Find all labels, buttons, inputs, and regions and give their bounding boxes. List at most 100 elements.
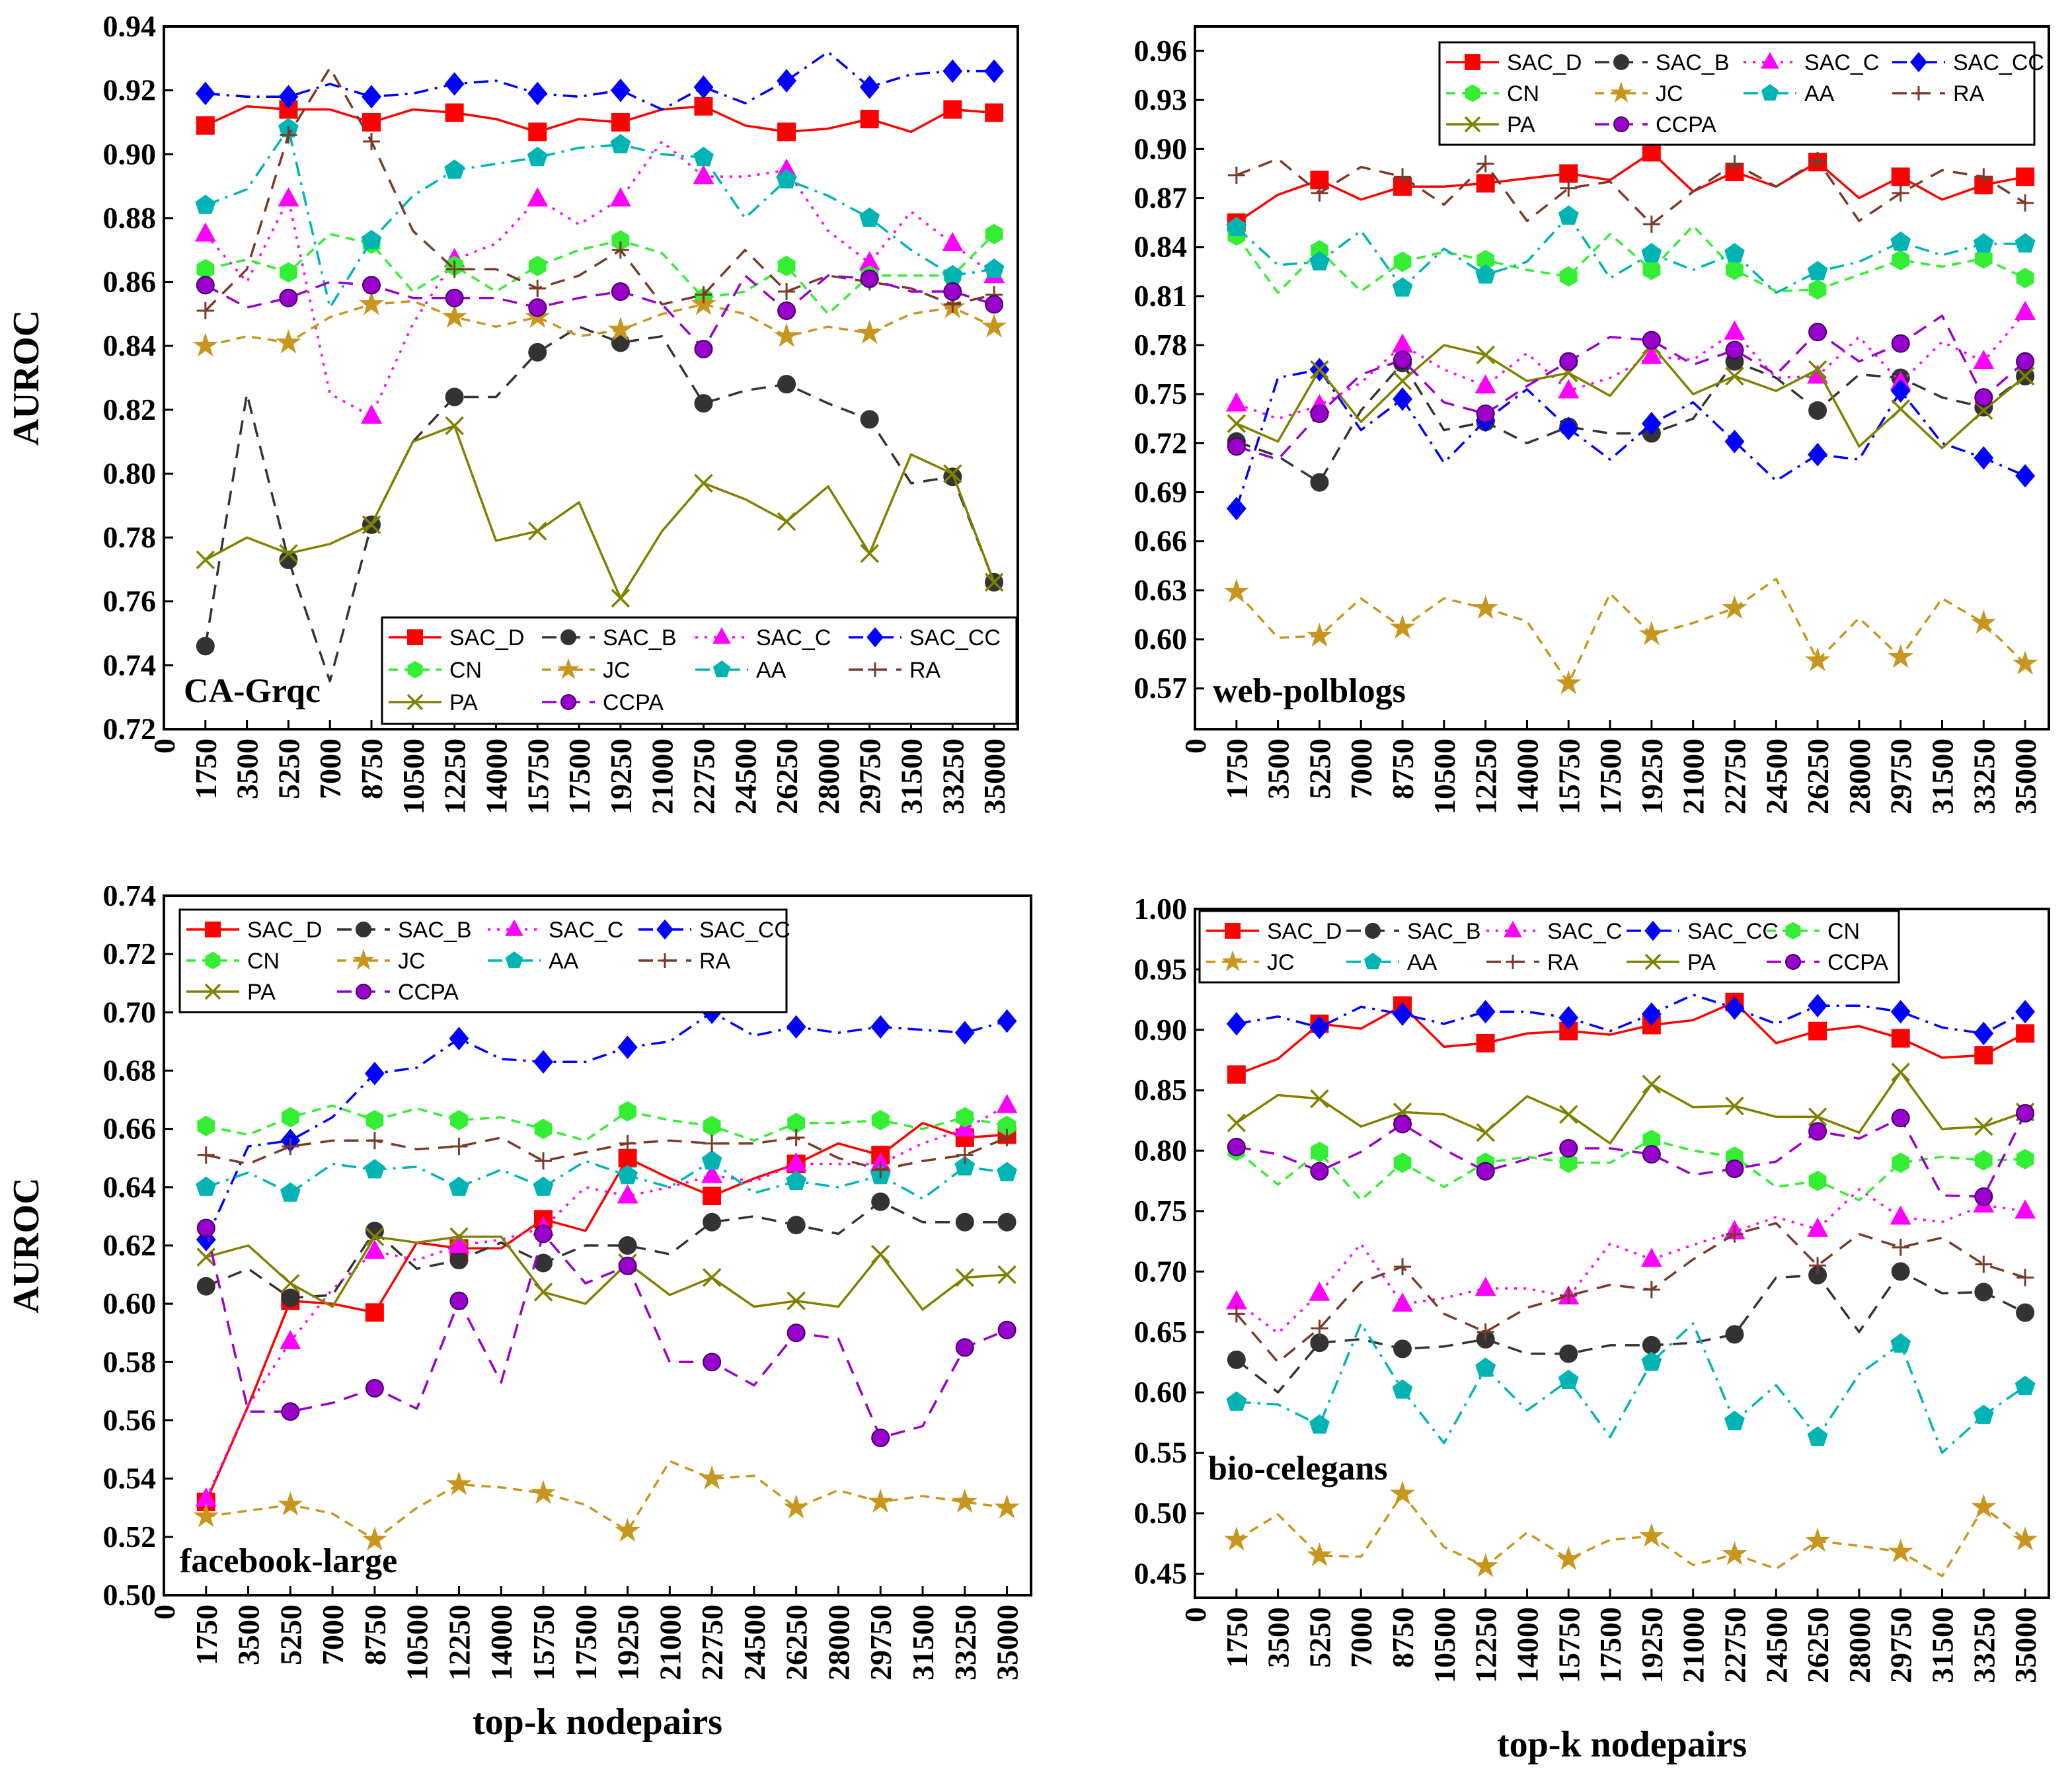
legend-label: SAC_CC xyxy=(699,918,790,943)
data-point xyxy=(1888,1538,1913,1563)
data-point xyxy=(955,1268,975,1287)
legend-label: RA xyxy=(909,658,941,683)
x-axis-title: top-k nodepairs xyxy=(1497,1724,1747,1765)
x-tick-label: 15750 xyxy=(527,1604,560,1680)
y-tick-label: 0.60 xyxy=(103,1286,157,1320)
y-tick-label: 0.66 xyxy=(103,1112,157,1146)
legend-marker xyxy=(1221,950,1244,972)
data-point xyxy=(787,1216,806,1235)
data-point xyxy=(279,550,298,569)
y-tick-label: 0.60 xyxy=(1134,622,1188,656)
legend-marker xyxy=(505,951,523,968)
x-tick-label: 26250 xyxy=(770,738,804,814)
data-point xyxy=(1393,1002,1412,1026)
series-line xyxy=(205,50,995,111)
legend-marker xyxy=(1613,54,1629,70)
data-point xyxy=(1311,1320,1328,1337)
data-point xyxy=(2016,1148,2034,1169)
data-point xyxy=(694,473,713,493)
y-tick-label: 0.90 xyxy=(1134,132,1188,165)
data-point xyxy=(450,1138,468,1156)
data-point xyxy=(1226,216,1247,237)
data-point xyxy=(1475,374,1496,394)
legend-item-sac-d: SAC_D xyxy=(1206,919,1342,944)
data-point xyxy=(2016,167,2035,186)
data-point xyxy=(194,222,216,242)
x-tick-label: 28000 xyxy=(1843,738,1876,814)
data-point xyxy=(868,1488,894,1513)
data-point xyxy=(444,72,465,96)
data-point xyxy=(860,544,879,563)
data-point xyxy=(985,103,1004,122)
series-ccpa xyxy=(1227,314,2035,461)
data-point xyxy=(449,1027,469,1050)
legend-marker xyxy=(868,662,882,677)
data-point xyxy=(1888,644,1913,668)
data-point xyxy=(1393,1152,1412,1173)
x-tick-label: 24500 xyxy=(1759,738,1793,814)
data-point xyxy=(1560,1286,1578,1304)
legend-label: CN xyxy=(247,949,280,974)
legend-item-ccpa: CCPA xyxy=(337,980,459,1005)
series-line xyxy=(206,1136,1008,1171)
data-point xyxy=(527,146,548,167)
legend-marker xyxy=(1225,923,1241,939)
data-point xyxy=(441,303,467,328)
data-point xyxy=(1394,168,1412,186)
data-point xyxy=(444,159,465,179)
data-point xyxy=(1476,1033,1495,1052)
legend-label: JC xyxy=(603,658,631,683)
y-tick-label: 0.92 xyxy=(103,73,157,107)
y-tick-label: 0.50 xyxy=(1134,1496,1188,1530)
legend-label: SAC_D xyxy=(1267,919,1342,944)
legend-item-aa: AA xyxy=(695,658,787,683)
data-point xyxy=(446,1471,472,1495)
data-point xyxy=(617,1035,638,1060)
data-point xyxy=(1394,1258,1412,1276)
legend-label: SAC_CC xyxy=(1687,919,1779,944)
x-tick-label: 31500 xyxy=(906,1604,940,1680)
data-point xyxy=(1974,1117,1993,1136)
data-point xyxy=(1307,1542,1332,1567)
data-point xyxy=(1973,233,1994,253)
series-ra xyxy=(197,1128,1016,1179)
legend-label: AA xyxy=(756,658,787,683)
data-point xyxy=(1804,1527,1831,1552)
data-point xyxy=(943,100,962,119)
data-point xyxy=(2015,1000,2036,1024)
data-point xyxy=(364,1240,385,1259)
data-point xyxy=(701,1150,722,1170)
data-point xyxy=(1309,1414,1330,1434)
x-tick-label: 3500 xyxy=(1262,738,1295,799)
legend: SAC_D SAC_B SAC_C SAC_CC CN JC AA RA PA CCPA xyxy=(1438,41,2044,146)
series-sac-d xyxy=(196,97,1004,141)
legend-marker xyxy=(1644,920,1662,941)
data-point xyxy=(859,207,880,227)
x-tick-label: 19250 xyxy=(604,738,638,814)
y-tick-label: 0.68 xyxy=(103,1054,157,1087)
data-point xyxy=(530,1479,556,1504)
data-point xyxy=(871,1428,890,1447)
data-point xyxy=(527,187,549,207)
data-point xyxy=(364,1062,385,1085)
series-line xyxy=(1235,1493,2026,1577)
x-tick-label: 24500 xyxy=(1759,1607,1793,1683)
legend-item-sac-c: SAC_C xyxy=(488,918,623,943)
legend-item-sac-cc: SAC_CC xyxy=(1627,919,1779,944)
series-sac-cc xyxy=(1226,994,2036,1046)
data-point xyxy=(281,1107,299,1128)
legend-item-jc: JC xyxy=(1206,950,1295,975)
data-point xyxy=(1725,340,1744,360)
legend-item-sac-b: SAC_B xyxy=(542,625,677,651)
data-point xyxy=(1892,184,1909,202)
data-point xyxy=(195,81,215,106)
data-point xyxy=(1971,1493,1997,1519)
y-tick-label: 0.69 xyxy=(1134,475,1188,509)
series-pa xyxy=(196,416,1004,608)
x-tick-label: 17500 xyxy=(562,738,596,814)
data-point xyxy=(280,262,297,283)
data-point xyxy=(1393,251,1412,272)
data-point xyxy=(777,69,797,93)
y-tick-label: 0.74 xyxy=(103,879,157,912)
series-jc xyxy=(193,1460,1020,1551)
